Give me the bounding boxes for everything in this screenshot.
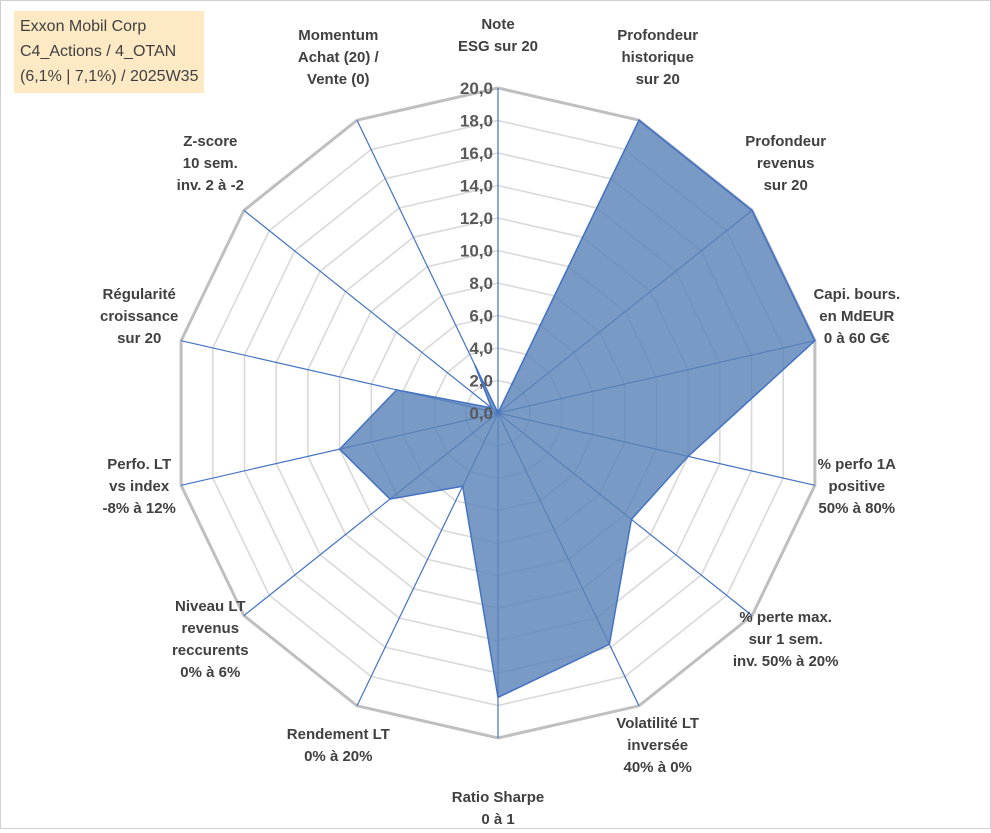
axis-label-line: 0 à 60 G€	[824, 330, 891, 347]
axis-label: Régularité croissance sur 20	[100, 286, 178, 347]
axis-label-line: 10 sem.	[183, 155, 238, 172]
axis-label: % perfo 1A positive 50% à 80%	[818, 456, 897, 517]
axis-label-line: Vente (0)	[307, 71, 370, 88]
tick-label: 16,0	[460, 144, 493, 163]
axis-label-line: Volatilité LT	[616, 715, 699, 732]
tick-label: 10,0	[460, 242, 493, 261]
axis-label: Perfo. LT vs index -8% à 12%	[103, 456, 176, 517]
axis-label: Rendement LT 0% à 20%	[287, 726, 390, 765]
tick-label: 6,0	[469, 307, 493, 326]
axis-label-line: revenus	[757, 155, 815, 172]
axis-label-line: 0% à 20%	[304, 748, 372, 765]
axis-label-line: Ratio Sharpe	[452, 789, 545, 806]
tick-layer: 0,0 2,0 4,0 6,0 8,0 10,0 12,0 14,0 16,0 18,0 20,0	[460, 79, 493, 423]
axis-label: Capi. bours. en MdEUR 0 à 60 G€	[813, 286, 900, 347]
tick-label: 18,0	[460, 112, 493, 131]
axis-label-line: revenus	[182, 620, 240, 637]
axis-label-line: % perte max.	[739, 609, 832, 626]
axis-label-line: sur 20	[636, 71, 680, 88]
axis-label-line: historique	[621, 49, 694, 66]
tick-label: 8,0	[469, 274, 493, 293]
axis-label-line: 0 à 1	[481, 811, 514, 828]
axis-label-line: 50% à 80%	[818, 500, 895, 517]
axis-label-line: -8% à 12%	[103, 500, 176, 517]
axis-label-line: croissance	[100, 308, 178, 325]
axis-label-line: reccurents	[172, 642, 249, 659]
axis-label-line: Perfo. LT	[107, 456, 171, 473]
axis-label-line: Capi. bours.	[813, 286, 900, 303]
axis-label-line: sur 20	[117, 330, 161, 347]
axis-label-line: Régularité	[103, 286, 176, 303]
tick-label: 14,0	[460, 177, 493, 196]
axis-spoke	[243, 209, 499, 414]
axis-label-line: positive	[828, 478, 885, 495]
axis-label-line: 40% à 0%	[624, 759, 692, 776]
series-area	[338, 119, 816, 699]
info-company-name: Exxon Mobil Corp	[20, 18, 147, 35]
axis-label-line: Profondeur	[745, 133, 826, 150]
tick-label: 2,0	[469, 372, 493, 391]
axis-label: Volatilité LT inversée 40% à 0%	[616, 715, 699, 776]
tick-label: 0,0	[469, 404, 493, 423]
info-category: C4_Actions / 4_OTAN	[20, 43, 177, 60]
axis-label: Niveau LT revenus reccurents 0% à 6%	[172, 598, 249, 681]
axis-label-line: Z-score	[183, 133, 237, 150]
axis-label-line: inversée	[627, 737, 688, 754]
axis-label: Note ESG sur 20	[458, 16, 538, 55]
info-box: Exxon Mobil Corp C4_Actions / 4_OTAN (6,…	[14, 11, 205, 93]
axis-label-layer: Note ESG sur 20 Profondeur historique sur 20…	[100, 16, 900, 828]
axis-label: Profondeur historique sur 20	[617, 27, 698, 88]
tick-label: 12,0	[460, 209, 493, 228]
axis-label-line: Profondeur	[617, 27, 698, 44]
axis-label-line: sur 1 sem.	[749, 631, 823, 648]
axis-label-line: Note	[481, 16, 514, 33]
axis-label: Ratio Sharpe 0 à 1	[452, 789, 545, 828]
axis-label: Profondeur revenus sur 20	[745, 133, 826, 194]
axis-label-line: en MdEUR	[819, 308, 894, 325]
axis-label-line: Achat (20) /	[298, 49, 380, 66]
axis-label-line: Niveau LT	[175, 598, 246, 615]
axis-label-line: sur 20	[764, 177, 808, 194]
tick-label: 4,0	[469, 339, 493, 358]
axis-label-line: vs index	[109, 478, 170, 495]
info-percentages-week: (6,1% | 7,1%) / 2025W35	[20, 68, 199, 85]
axis-label-line: inv. 50% à 20%	[733, 653, 839, 670]
axis-label-line: Momentum	[298, 27, 378, 44]
axis-spoke	[356, 119, 499, 414]
axis-label-line: 0% à 6%	[180, 664, 240, 681]
tick-label: 20,0	[460, 79, 493, 98]
axis-label-line: % perfo 1A	[818, 456, 897, 473]
axis-label: Momentum Achat (20) / Vente (0)	[298, 27, 380, 88]
axis-label: % perte max. sur 1 sem. inv. 50% à 20%	[733, 609, 839, 670]
axis-label-line: inv. 2 à -2	[177, 177, 244, 194]
axis-label-line: ESG sur 20	[458, 38, 538, 55]
axis-label-line: Rendement LT	[287, 726, 390, 743]
series-layer	[338, 119, 816, 699]
axis-label: Z-score 10 sem. inv. 2 à -2	[177, 133, 244, 194]
